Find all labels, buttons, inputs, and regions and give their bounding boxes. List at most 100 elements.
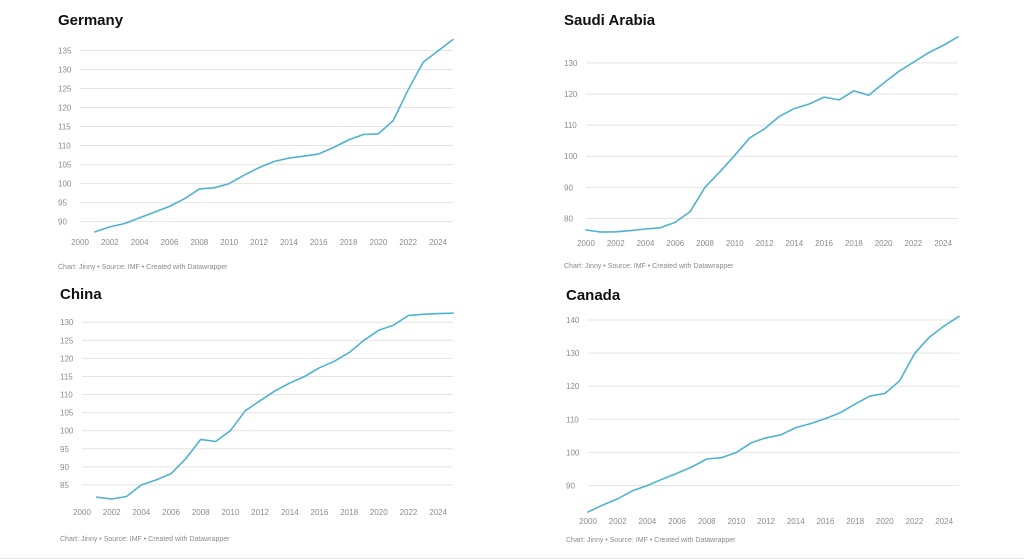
y-tick-label: 130 — [58, 66, 72, 75]
y-tick-label: 90 — [58, 218, 67, 227]
data-point — [272, 159, 277, 164]
y-tick-label: 100 — [58, 180, 72, 189]
data-point — [376, 328, 381, 333]
x-tick-label: 2004 — [131, 238, 149, 247]
chart-panel-germany: Germany 90 95 100 105 110 115 120 125 130 135 2000… — [58, 12, 488, 284]
data-point — [183, 456, 188, 461]
data-point — [451, 37, 456, 42]
chart-plot-canada: 90 100 110 120 130 140 2000 2002 2004 2006 2008 201… — [566, 314, 962, 526]
y-tick-label: 125 — [58, 85, 72, 94]
data-point — [317, 365, 322, 370]
x-tick-label: 2022 — [906, 517, 924, 526]
data-point — [109, 497, 114, 502]
data-point — [911, 60, 916, 65]
data-point — [896, 69, 901, 74]
data-point — [286, 156, 291, 161]
data-point — [301, 154, 306, 159]
x-tick-label: 2014 — [280, 238, 298, 247]
y-tick-label: 90 — [60, 463, 69, 472]
x-tick-label: 2010 — [222, 508, 240, 517]
data-point — [316, 151, 321, 156]
x-tick-label: 2004 — [638, 517, 656, 526]
x-tick-label: 2016 — [310, 238, 328, 247]
data-point — [227, 181, 232, 186]
y-tick-label: 125 — [60, 336, 74, 345]
y-tick-label: 115 — [60, 372, 73, 381]
x-tick-label: 2020 — [370, 238, 388, 247]
data-point — [94, 495, 99, 500]
data-point — [660, 477, 665, 482]
data-point — [823, 416, 828, 421]
data-point — [139, 482, 144, 487]
y-tick-label: 120 — [564, 90, 578, 99]
data-point — [287, 381, 292, 386]
series-line — [585, 35, 959, 233]
x-tick-label: 2018 — [340, 508, 358, 517]
x-tick-label: 2006 — [668, 517, 686, 526]
data-point — [406, 313, 411, 318]
x-tick-label: 2018 — [340, 238, 358, 247]
data-point — [628, 228, 633, 233]
data-point — [167, 204, 172, 209]
y-tick-label: 95 — [60, 445, 69, 454]
data-point — [137, 215, 142, 220]
x-tick-label: 2000 — [577, 239, 595, 248]
data-point — [881, 81, 886, 86]
data-point — [734, 450, 739, 455]
data-point — [793, 425, 798, 430]
data-point — [658, 225, 663, 230]
data-point — [154, 477, 159, 482]
data-point — [957, 314, 962, 319]
chart-plot-germany: 90 95 100 105 110 115 120 125 130 135 2000 2002 2004… — [58, 37, 456, 247]
data-point — [362, 338, 367, 343]
data-point — [212, 185, 217, 190]
data-point — [792, 106, 797, 111]
data-point — [332, 359, 337, 364]
data-point — [926, 50, 931, 55]
x-tick-label: 2010 — [726, 239, 744, 248]
y-tick-label: 90 — [566, 482, 575, 491]
x-tick-label: 2012 — [251, 508, 269, 517]
x-tick-label: 2008 — [696, 239, 714, 248]
x-tick-label: 2020 — [875, 239, 893, 248]
x-tick-label: 2014 — [785, 239, 803, 248]
x-tick-label: 2024 — [429, 508, 447, 517]
x-tick-label: 2014 — [281, 508, 299, 517]
x-tick-label: 2010 — [728, 517, 746, 526]
data-point — [92, 229, 97, 234]
data-point — [630, 488, 635, 493]
data-point — [406, 87, 411, 92]
chart-footer: Chart: Jinny • Source: IMF • Created wit… — [564, 263, 734, 270]
chart-footer: Chart: Jinny • Source: IMF • Created wit… — [58, 264, 228, 271]
data-point — [421, 312, 426, 317]
data-point — [421, 60, 426, 65]
series-line — [587, 315, 960, 513]
x-tick-label: 2024 — [934, 239, 952, 248]
x-tick-label: 2004 — [637, 239, 655, 248]
data-point — [376, 131, 381, 136]
y-tick-label: 80 — [564, 214, 573, 223]
chart-title: Germany — [58, 12, 124, 29]
data-point — [107, 224, 112, 229]
x-tick-label: 2000 — [579, 517, 597, 526]
x-tick-label: 2012 — [757, 517, 775, 526]
data-point — [956, 34, 961, 39]
x-tick-label: 2008 — [190, 238, 208, 247]
x-tick-label: 2008 — [192, 508, 210, 517]
data-point — [243, 408, 248, 413]
data-point — [451, 311, 456, 316]
data-point — [258, 398, 263, 403]
x-tick-label: 2018 — [845, 239, 863, 248]
chart-title: China — [60, 286, 102, 303]
data-point — [868, 394, 873, 399]
x-tick-label: 2018 — [846, 517, 864, 526]
data-point — [598, 230, 603, 235]
y-tick-label: 110 — [60, 391, 73, 400]
data-point — [122, 221, 127, 226]
series-line — [95, 312, 454, 500]
data-point — [807, 102, 812, 107]
y-tick-label: 100 — [566, 448, 580, 457]
data-point — [346, 137, 351, 142]
data-point — [747, 135, 752, 140]
x-tick-label: 2004 — [132, 508, 150, 517]
